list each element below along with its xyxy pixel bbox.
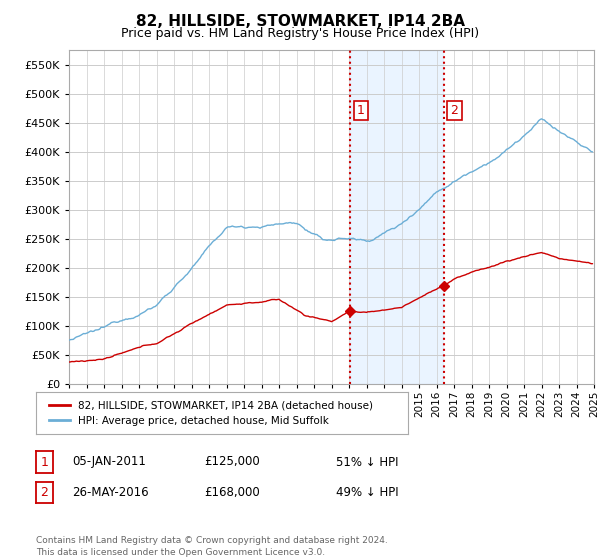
Text: 1: 1: [40, 455, 49, 469]
Text: 1: 1: [357, 104, 365, 117]
Text: £168,000: £168,000: [204, 486, 260, 500]
Text: 49% ↓ HPI: 49% ↓ HPI: [336, 486, 398, 500]
Legend: 82, HILLSIDE, STOWMARKET, IP14 2BA (detached house), HPI: Average price, detache: 82, HILLSIDE, STOWMARKET, IP14 2BA (deta…: [45, 396, 377, 430]
Text: 05-JAN-2011: 05-JAN-2011: [72, 455, 146, 469]
Text: Price paid vs. HM Land Registry's House Price Index (HPI): Price paid vs. HM Land Registry's House …: [121, 27, 479, 40]
Text: Contains HM Land Registry data © Crown copyright and database right 2024.
This d: Contains HM Land Registry data © Crown c…: [36, 536, 388, 557]
Bar: [350, 50, 443, 384]
Text: 82, HILLSIDE, STOWMARKET, IP14 2BA: 82, HILLSIDE, STOWMARKET, IP14 2BA: [136, 14, 464, 29]
Text: 26-MAY-2016: 26-MAY-2016: [72, 486, 149, 500]
Text: 2: 2: [40, 486, 49, 500]
Text: 51% ↓ HPI: 51% ↓ HPI: [336, 455, 398, 469]
Text: £125,000: £125,000: [204, 455, 260, 469]
Text: 2: 2: [451, 104, 458, 117]
